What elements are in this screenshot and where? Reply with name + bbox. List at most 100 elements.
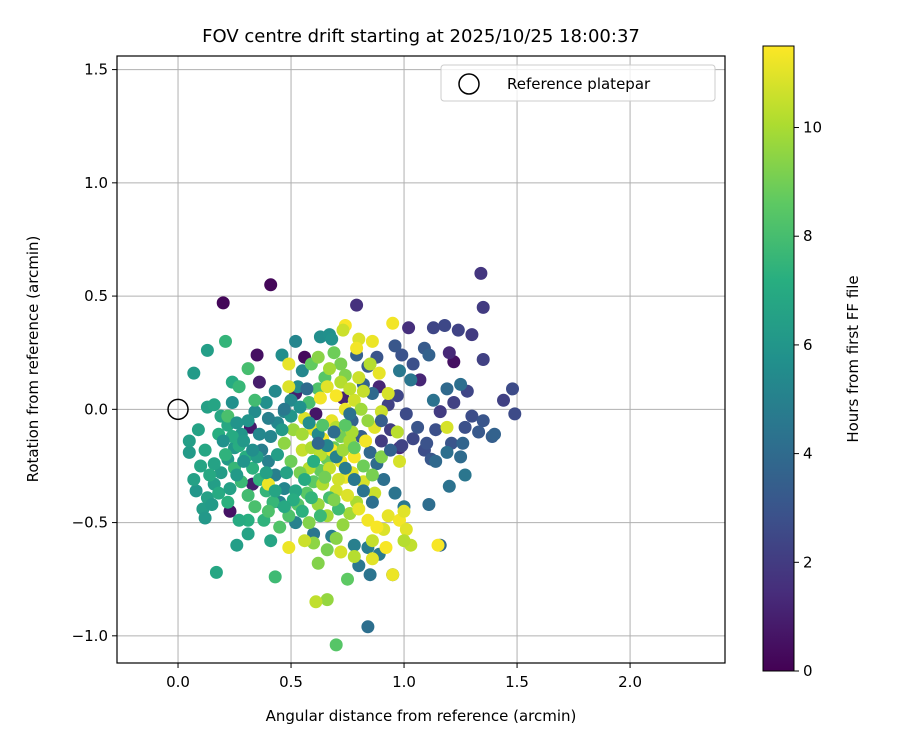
data-point	[447, 396, 461, 409]
colorbar-gradient	[762, 45, 795, 672]
data-point	[300, 382, 314, 396]
legend-label: Reference platepar	[507, 75, 651, 93]
legend-box	[440, 64, 716, 102]
data-point	[246, 461, 260, 475]
data-point	[365, 468, 379, 482]
plot-frame	[116, 55, 726, 664]
data-point	[311, 556, 325, 570]
data-point	[313, 509, 327, 523]
data-point	[207, 398, 221, 412]
data-point	[277, 436, 291, 450]
data-point	[374, 434, 388, 448]
data-point	[426, 321, 440, 335]
colorbar-tick-label: 2	[803, 553, 813, 571]
data-point	[440, 445, 454, 459]
data-point	[241, 513, 255, 527]
data-point	[431, 538, 445, 552]
data-point	[411, 420, 425, 434]
data-point	[313, 391, 327, 405]
data-point	[442, 346, 456, 360]
y-axis-ticks: −1.0 −0.5 0.0 0.5 1.0 1.5	[72, 61, 117, 645]
colorbar-tick-label: 4	[803, 445, 813, 463]
data-point	[216, 434, 230, 448]
data-point	[420, 436, 434, 450]
data-point	[372, 366, 386, 380]
data-point	[374, 414, 388, 428]
data-point	[347, 450, 361, 464]
data-point	[429, 454, 443, 468]
data-point	[237, 454, 251, 468]
grid	[117, 56, 725, 663]
data-point	[268, 570, 282, 584]
x-tick-label: 1.0	[392, 673, 416, 691]
data-point	[379, 541, 393, 554]
colorbar-tick-label: 8	[803, 227, 813, 245]
data-point	[381, 509, 395, 523]
data-point	[259, 466, 273, 480]
data-point	[354, 402, 368, 416]
data-point	[219, 334, 232, 348]
data-point	[268, 484, 282, 498]
data-point	[307, 454, 321, 468]
data-point	[474, 266, 488, 280]
data-point	[361, 414, 375, 428]
x-axis-label: Angular distance from reference (arcmin)	[266, 707, 577, 725]
data-point	[182, 434, 196, 448]
data-point	[359, 434, 373, 448]
data-point	[336, 518, 350, 532]
data-point	[316, 418, 330, 432]
data-point	[363, 357, 377, 371]
data-point	[329, 531, 343, 545]
data-point	[268, 384, 282, 398]
data-point	[225, 396, 239, 409]
data-point	[264, 430, 278, 443]
y-axis-label: Rotation from reference (arcmin)	[24, 236, 42, 483]
data-point	[334, 375, 348, 389]
data-point	[307, 527, 321, 541]
data-point	[377, 473, 391, 486]
data-point	[397, 504, 411, 518]
x-tick-label: 0.0	[166, 673, 190, 691]
data-point	[320, 593, 334, 607]
data-point	[318, 470, 332, 484]
data-point	[237, 434, 251, 448]
data-point	[284, 393, 298, 407]
data-point	[336, 323, 350, 337]
data-point	[230, 416, 244, 430]
data-point	[191, 423, 205, 437]
data-point	[273, 520, 287, 534]
data-point	[374, 450, 388, 464]
data-point	[221, 495, 235, 509]
data-point	[361, 513, 375, 527]
data-point	[298, 473, 312, 486]
legend-marker-icon	[458, 73, 480, 95]
x-axis-ticks: 0.0 0.5 1.0 1.5 2.0	[166, 663, 642, 691]
data-point	[465, 328, 479, 342]
data-point	[320, 543, 334, 557]
data-point	[261, 454, 275, 468]
data-points	[182, 266, 522, 652]
data-point	[395, 439, 409, 453]
data-point	[264, 278, 278, 292]
data-point	[363, 568, 377, 582]
y-tick-label: −1.0	[72, 627, 108, 645]
data-point	[356, 459, 370, 473]
data-point	[332, 473, 345, 486]
data-point	[298, 534, 312, 548]
data-point	[476, 300, 490, 314]
data-point	[259, 396, 273, 409]
data-point	[286, 493, 300, 507]
data-point	[311, 436, 325, 450]
x-tick-label: 0.5	[279, 673, 303, 691]
legend: Reference platepar	[440, 64, 716, 102]
data-point	[338, 418, 352, 432]
data-point	[277, 500, 291, 514]
data-point	[194, 459, 208, 473]
data-point	[370, 520, 384, 534]
data-point	[248, 393, 262, 407]
data-point	[223, 482, 237, 496]
data-point	[295, 504, 309, 518]
data-point	[320, 380, 334, 394]
data-point	[363, 445, 377, 459]
